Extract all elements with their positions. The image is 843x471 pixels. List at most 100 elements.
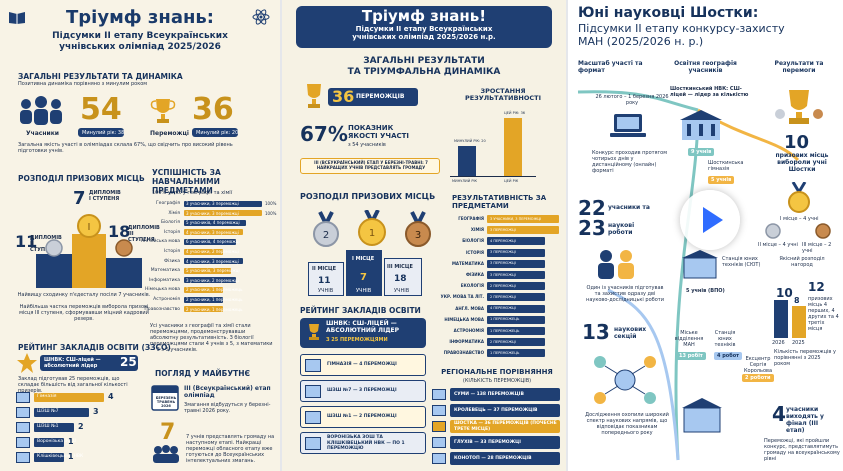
distribution-header: РОЗПОДІЛ ПРИЗОВИХ МІСЦЬ — [300, 192, 436, 201]
subject-row: ПРАВОЗНАВСТВО 1 ПЕРЕМОЖЕЦЬ — [434, 348, 562, 358]
subject-row: Правознавство 2 учасники, 1 переможець — [140, 306, 275, 313]
school-building-icon — [305, 437, 321, 450]
subject-bar — [184, 238, 237, 245]
calendar-icon — [151, 385, 179, 411]
growth-curr: ЦЕЙ РІК: 36 — [504, 111, 526, 115]
ekc-number: 2 роботи — [742, 374, 774, 382]
infographic-panel-triumph[interactable]: Тріумф знань! Підсумки ІІ етапу Всеукраї… — [282, 0, 566, 471]
region-bar — [450, 404, 560, 417]
region-icon — [432, 437, 446, 448]
place2-number: 11 — [318, 276, 331, 286]
subject-result: 2 учасники, 1 переможець — [186, 306, 243, 312]
star-badge-icon — [17, 353, 37, 373]
rating-note: Заклад підготував 25 переможців, що скла… — [18, 376, 128, 394]
subject-row: БІОЛОГІЯ 4 ПЕРЕМОЖЦІ — [434, 236, 562, 246]
rating-header: РЕЙТИНГ ЗАКЛАДІВ ОСВІТИ — [300, 306, 421, 315]
trophy-medal-icon — [775, 90, 823, 124]
page-subtitle: Підсумки ІІ етапу конкурсу-захисту МАН (… — [578, 22, 836, 48]
panel-divider — [280, 0, 282, 471]
podium-note: Найвищу сходинку п'єдесталу посіли 7 уча… — [17, 292, 151, 298]
regional-header: РЕГІОНАЛЬНЕ ПОРІВНЯННЯ — [441, 368, 553, 376]
subject-result: 4 ПЕРЕМОЖЦІ — [490, 306, 516, 311]
subject-row: УКР. МОВА ТА ЛІТ. 2 ПЕРЕМОЖЦІ — [434, 292, 562, 302]
subject-row: Німецька мова 2 учасники, 1 переможець — [140, 286, 275, 293]
subtitle-line: Підсумки ІІ етапу Всеукраїнських — [355, 25, 493, 33]
works-number: 23 — [578, 216, 606, 240]
place2-label: ІІ МІСЦЕ — [312, 266, 337, 272]
prize-iii: ІІІ місце – 2 учні — [802, 242, 832, 254]
subject-bar — [487, 215, 559, 223]
future-header: ПОГЛЯД У МАЙБУТНЄ — [155, 369, 251, 378]
growth-bar-prev — [458, 146, 476, 176]
subject-bar — [184, 229, 243, 236]
infographic-panel-olympiad[interactable]: Тріумф знань: Підсумки ІІ етапу Всеукраї… — [0, 0, 280, 471]
gymnasium-number: 5 учнів — [708, 176, 735, 184]
subject-row: НІМЕЦЬКА МОВА 1 ПЕРЕМОЖЕЦЬ — [434, 315, 562, 324]
subject-bar — [487, 315, 545, 324]
subject-bar — [184, 258, 243, 265]
subject-bar — [487, 304, 545, 313]
video-play-button[interactable] — [680, 190, 740, 250]
subject-bar — [487, 293, 545, 302]
subject-name: УКР. МОВА ТА ЛІТ. — [440, 294, 484, 300]
subjects-list: Географія 3 учасники, 3 переможці 100% Хімі… — [140, 200, 277, 318]
subject-name: Астрономія — [153, 297, 180, 302]
subject-result: 3 ПЕРЕМОЖЦІ — [490, 272, 516, 277]
growth-prev: МИНУЛИЙ РІК: 20 — [454, 139, 486, 143]
subject-row: Астрономія 2 учасники, 1 переможець — [140, 296, 275, 303]
school-row: Воронізька ЗОШ 1 — [16, 437, 141, 449]
chart-curr-number: 10 — [776, 286, 793, 300]
future-number: 7 — [160, 420, 176, 445]
subject-result: 3 УЧАСНИКИ, 3 ПЕРЕМОЖЦІ — [490, 216, 542, 221]
building-icon — [682, 398, 722, 433]
infographic-panel-man[interactable]: Юні науковці Шостки: Підсумки ІІ етапу к… — [568, 0, 843, 471]
rating-leader: ШНВК: СШ-ЛІЦЕЙ — АБСОЛЮТНИЙ ЛІДЕР — [326, 320, 399, 334]
school-building-icon — [305, 385, 321, 398]
subject-name: МАТЕМАТИКА — [451, 260, 484, 266]
svg-text:I: I — [88, 222, 91, 233]
subtitle-line: учнівських олімпіад 2025/2026 н.р. — [352, 33, 496, 41]
school-building-icon — [305, 411, 321, 424]
yt-label: Станція юних техніків (СЮТ) — [722, 256, 761, 268]
subject-name: Англійська мова — [140, 239, 180, 245]
page-subtitle: Підсумки ІІ етапу Всеукраїнських учнівсь… — [20, 31, 260, 53]
students-note: Один із учасників підготував та захистив… — [586, 285, 664, 303]
place1-label: ДИПЛОМІВ І СТУПЕНЯ — [89, 190, 121, 202]
man-number: 13 робіт — [676, 352, 706, 360]
subject-result: 4 ПЕРЕМОЖЦІ — [490, 238, 516, 243]
school-building-icon — [16, 422, 30, 433]
bronze-medal-icon — [815, 223, 831, 239]
winners-number: 36 — [192, 92, 234, 127]
winners-prev: Минулий рік: 20 — [196, 130, 239, 136]
rating-leader-line: АБСОЛЮТНИЙ ЛІДЕР — [326, 327, 400, 334]
school-name: Клішківецький НВК — [37, 454, 84, 459]
subject-name: Історія — [164, 249, 180, 254]
subject-percent: 100% — [265, 201, 277, 206]
region-bar — [450, 388, 560, 401]
subjects-sub: 100% успіх у географії та хімії — [152, 190, 233, 196]
subject-result: 2 ПЕРЕМОЖЦІ — [490, 283, 516, 288]
school-building-icon — [680, 110, 722, 140]
region-row: ГЛУХІВ — 33 ПЕРЕМОЖЦІ — [432, 436, 562, 449]
region-bar — [450, 436, 560, 449]
region-name: КРОЛЕВЕЦЬ — 37 ПЕРЕМОЖЦІВ — [454, 408, 538, 413]
participants-label: Учасники — [26, 130, 59, 137]
subtitle-line: Підсумки ІІ етапу Всеукраїнських — [52, 31, 228, 41]
school-row: Клішківецький НВК 1 — [16, 452, 141, 464]
place3-label: ДИПЛОМІВ ІІІ СТУПЕНЯ — [128, 225, 160, 243]
school-name: ВОРОНІЗЬКА ЗОШ ТА КЛІШКІВЕЦЬКИЙ НВК — ПО… — [327, 435, 405, 451]
subject-result: 5 учасників, 3 переможці — [186, 268, 240, 274]
atom-icon — [252, 9, 270, 25]
place1-students: УЧНІВ — [356, 288, 372, 294]
subject-bar — [184, 306, 223, 313]
school-name: ШЗШ №1 — 2 ПЕРЕМОЖЦІ — [327, 414, 397, 419]
place2-students: УЧНІВ — [318, 288, 334, 294]
page-title: Тріумф знань: — [66, 7, 214, 28]
subject-bar — [184, 200, 262, 207]
place3-students: УЧНІВ — [394, 288, 410, 294]
subject-result: 2 ПЕРЕМОЖЦІ — [490, 339, 516, 344]
subject-row: АСТРОНОМІЯ 1 ПЕРЕМОЖЕЦЬ — [434, 326, 562, 335]
subject-row: Біологія 5 учасників, 4 переможці — [140, 219, 275, 226]
school-name: ШЗШ №7 — [37, 409, 59, 414]
region-row: КОНОТОП — 28 ПЕРЕМОЖЦІВ — [432, 452, 562, 465]
